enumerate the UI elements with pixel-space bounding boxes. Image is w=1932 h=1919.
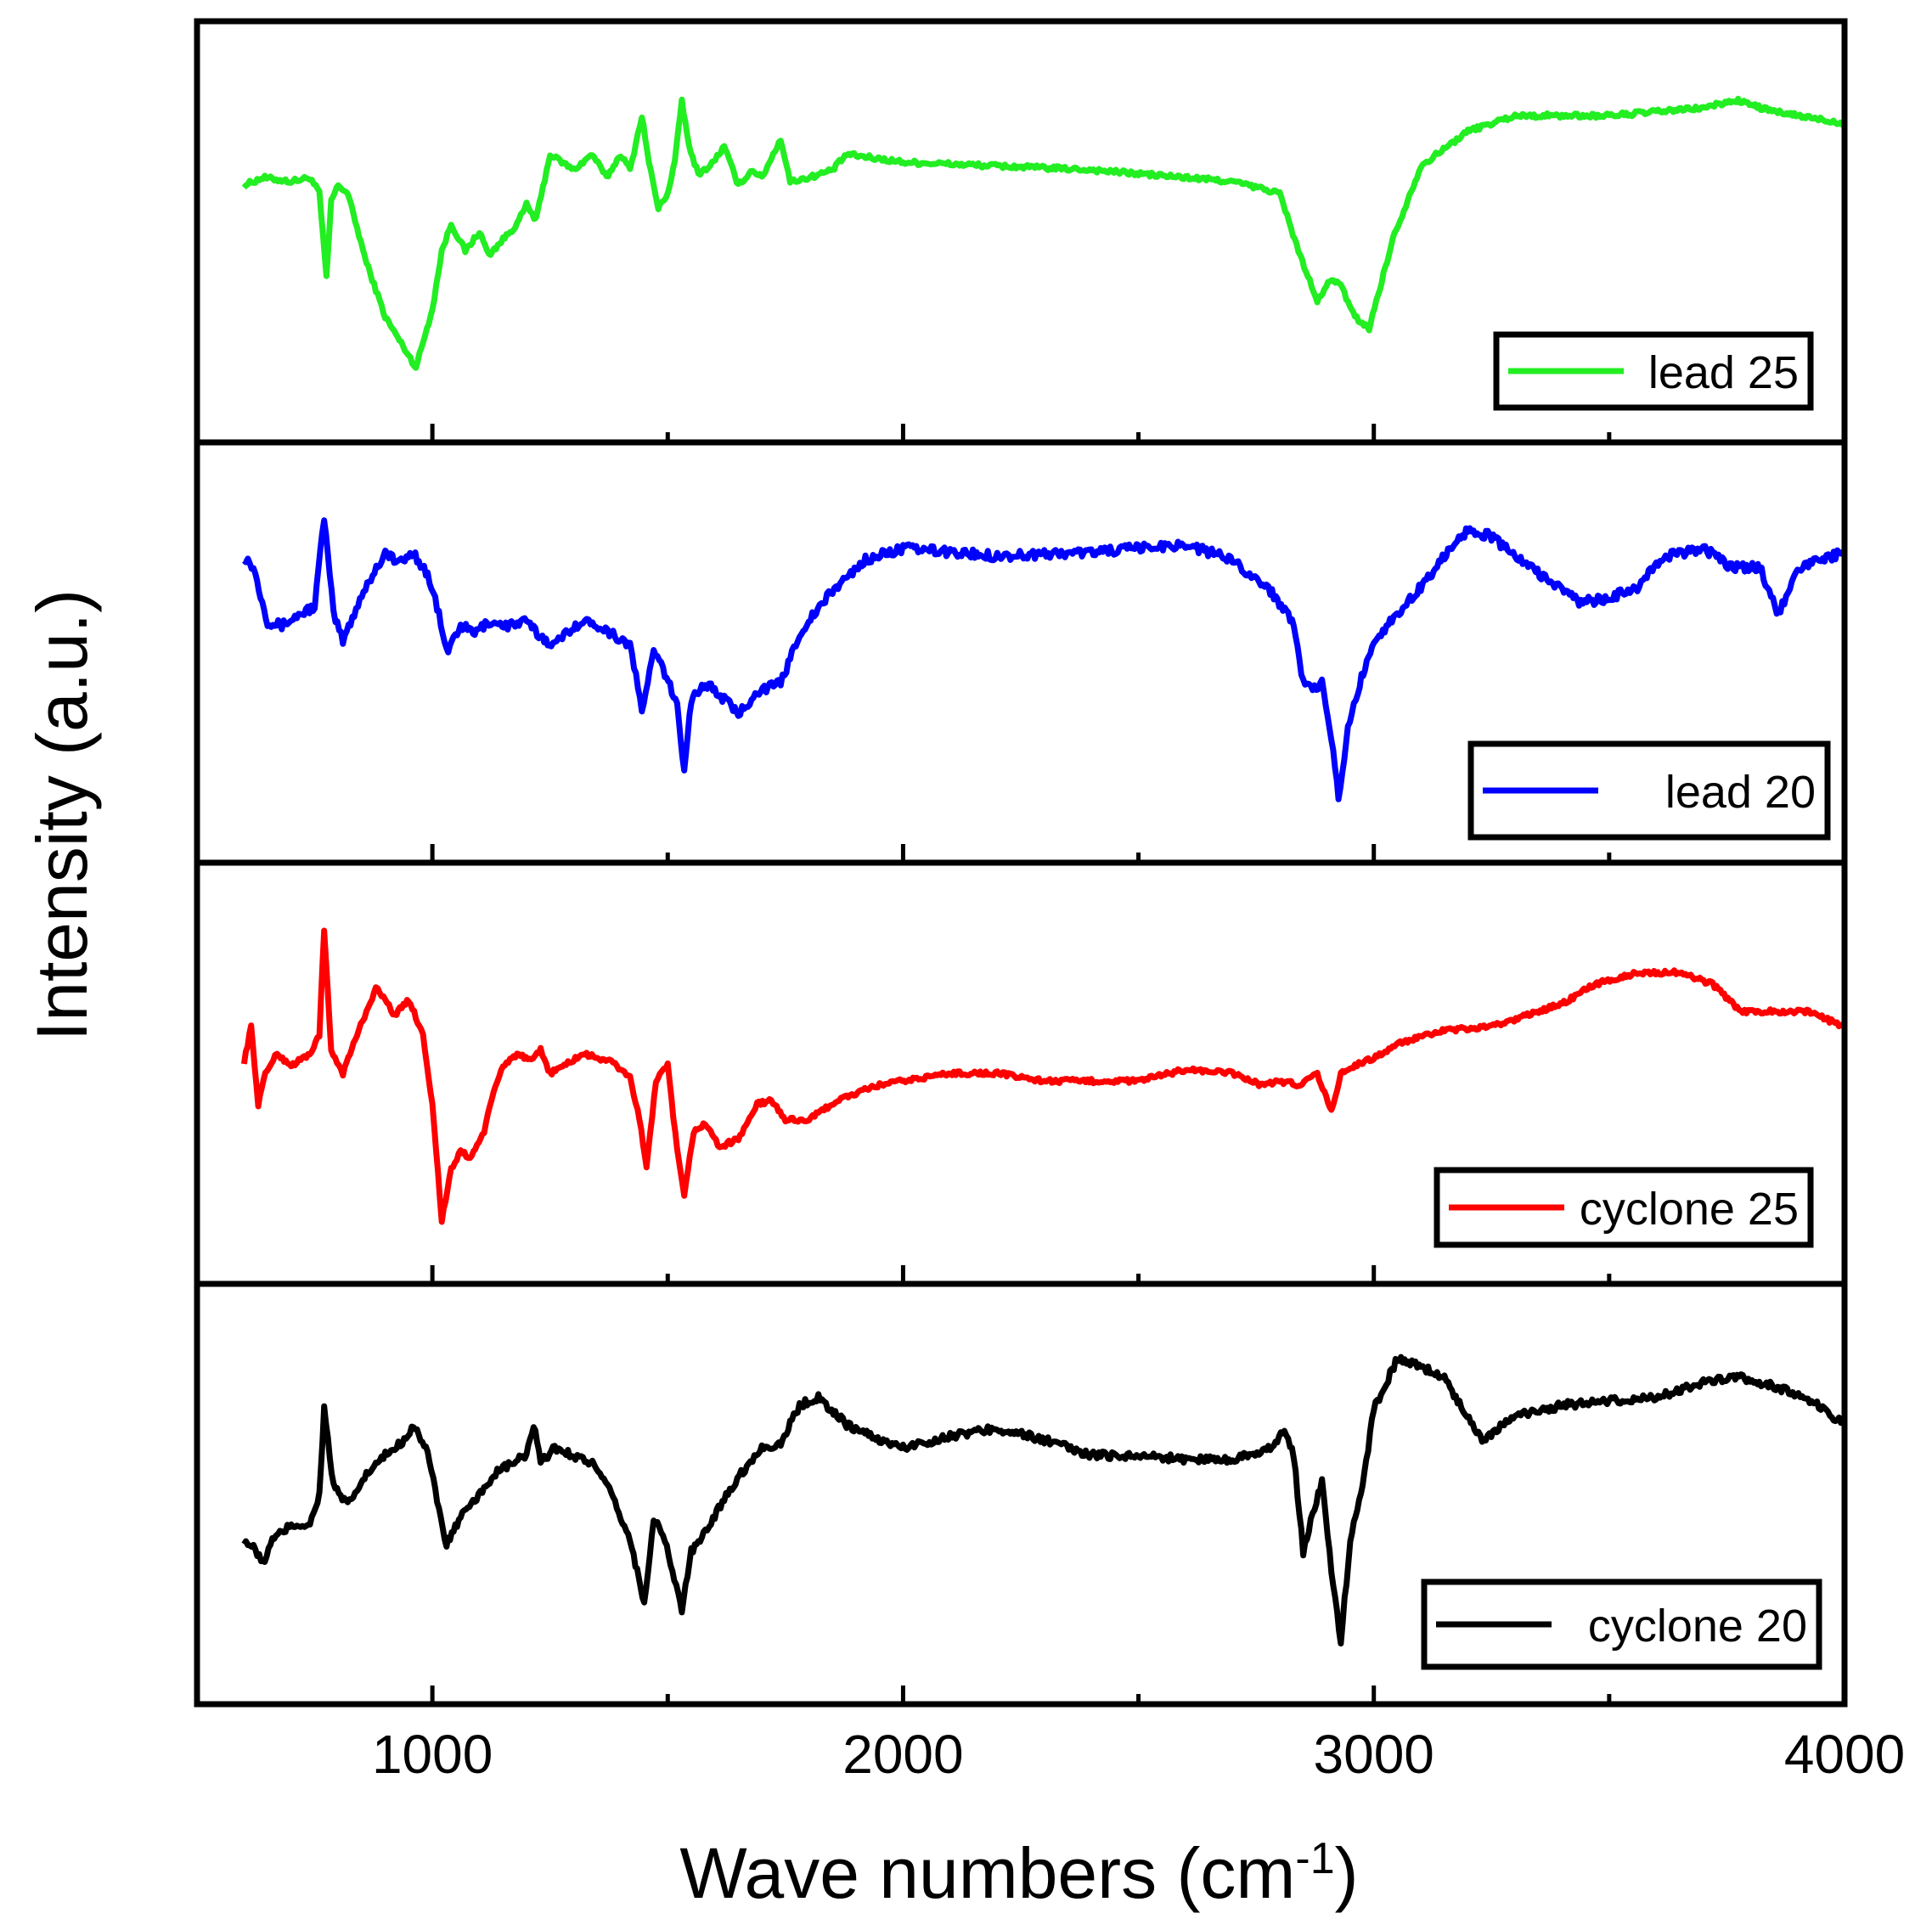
x-axis: 1000 2000 3000 4000	[372, 1724, 1905, 1785]
legend-box	[1434, 1167, 1814, 1248]
x-tick-label: 3000	[1314, 1724, 1434, 1785]
panel-cyclone-25: cyclone 25	[194, 859, 1848, 1287]
series-line-lead-25	[241, 95, 1847, 371]
x-tick-label: 4000	[1784, 1724, 1905, 1785]
legend-label: cyclone 20	[1588, 1601, 1807, 1652]
legend-label: cyclone 25	[1580, 1184, 1799, 1235]
y-axis-title: Intensity (a.u.)	[22, 589, 102, 1041]
legend-lead-20: lead 20	[1467, 740, 1831, 841]
panel-lead-25: lead 25	[194, 18, 1848, 446]
panel-cyclone-20: cyclone 20	[194, 1280, 1848, 1708]
legend-cyclone-20: cyclone 20	[1421, 1579, 1822, 1670]
plot-panels: lead 25 lead 20 cyclone 25 cyclone 20	[194, 18, 1848, 1708]
series-line-lead-20	[242, 517, 1846, 802]
panel-frame	[194, 1280, 1848, 1708]
x-tick-label: 2000	[842, 1724, 963, 1785]
legend-box	[1421, 1579, 1822, 1670]
legend-lead-25: lead 25	[1493, 331, 1814, 411]
series-line-cyclone-20	[241, 1353, 1848, 1647]
x-axis-title: Wave numbers (cm-1)	[679, 1833, 1358, 1913]
legend-label: lead 20	[1665, 767, 1816, 818]
panel-lead-20: lead 20	[194, 439, 1848, 866]
series-line-cyclone-25	[240, 927, 1847, 1225]
legend-label: lead 25	[1648, 347, 1799, 398]
x-tick-label: 1000	[372, 1724, 493, 1785]
legend-cyclone-25: cyclone 25	[1434, 1167, 1814, 1248]
